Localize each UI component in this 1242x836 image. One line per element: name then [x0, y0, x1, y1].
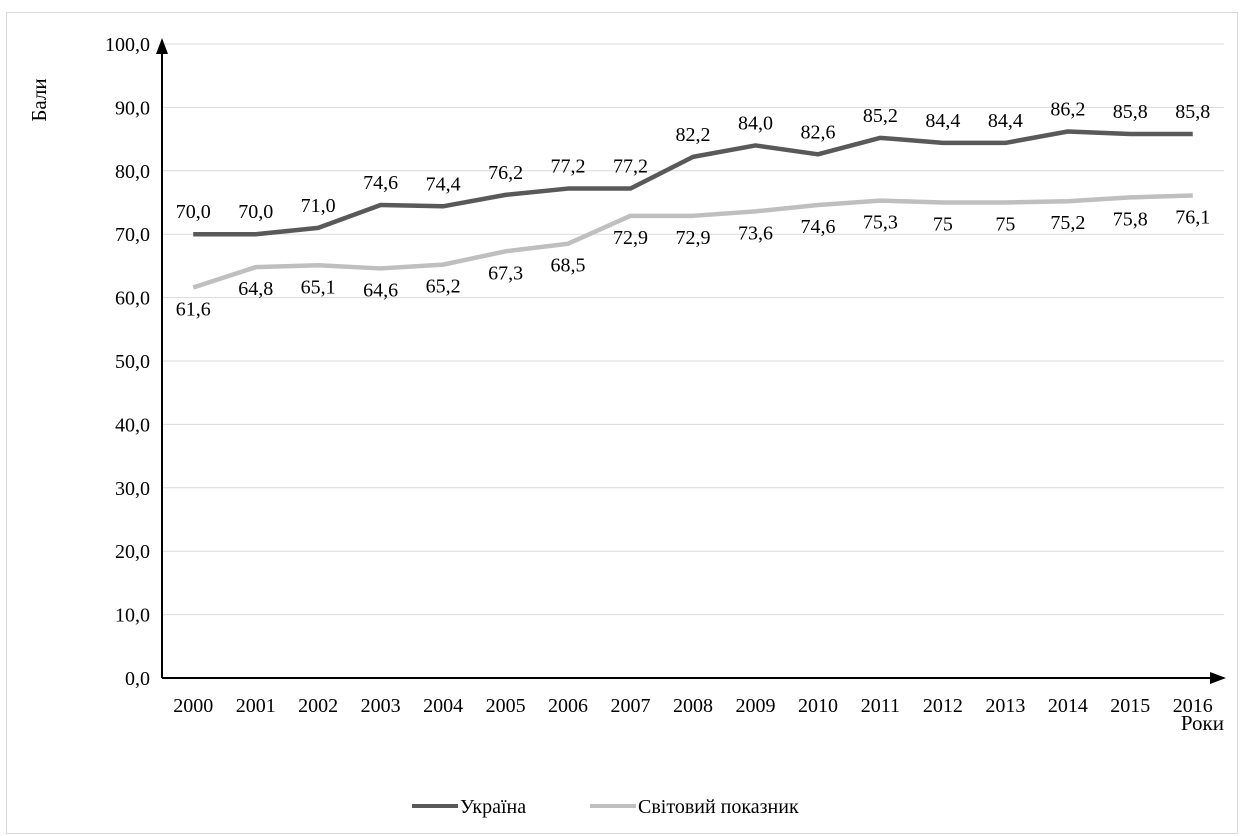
data-label: 73,6	[738, 222, 773, 244]
legend: Україна Світовий показник	[412, 796, 799, 818]
x-tick-label: 2007	[611, 695, 651, 717]
data-label: 75	[933, 214, 953, 236]
data-label: 76,1	[1175, 207, 1210, 229]
series-lines	[192, 129, 1193, 290]
data-label: 72,9	[676, 227, 711, 249]
y-tick-label: 60,0	[115, 288, 150, 310]
y-tick-labels: 0,0 10,0 20,0 30,0 40,0 50,0 60,0 70,0 80,0 90,0 1…	[105, 34, 150, 690]
gridlines	[162, 43, 1224, 616]
x-tick-label: 2014	[1048, 695, 1088, 717]
axes	[156, 38, 1226, 684]
data-label: 77,2	[613, 156, 648, 178]
x-tick-label: 2012	[923, 695, 963, 717]
data-label: 76,2	[488, 162, 523, 184]
data-label: 68,5	[551, 255, 586, 277]
x-tick-label: 2000	[173, 695, 213, 717]
x-tick-labels: 2000 2001 2002 2003 2004 2005 2006 2007 2008 2009…	[173, 695, 1213, 717]
data-label: 75,3	[863, 212, 898, 234]
x-tick-label: 2011	[861, 695, 900, 717]
data-label: 64,6	[363, 279, 398, 301]
x-tick-label: 2010	[798, 695, 838, 717]
x-tick-label: 2013	[985, 695, 1025, 717]
data-label: 72,9	[613, 227, 648, 249]
x-tick-label: 2006	[548, 695, 588, 717]
y-tick-label: 0,0	[125, 668, 150, 690]
x-tick-label: 2001	[236, 695, 276, 717]
data-label: 82,6	[800, 121, 835, 143]
y-tick-label: 90,0	[115, 97, 150, 119]
x-tick-label: 2002	[298, 695, 338, 717]
chart-frame	[6, 12, 1238, 834]
data-label: 74,6	[800, 216, 835, 238]
x-tick-label: 2003	[361, 695, 401, 717]
data-label: 86,2	[1050, 98, 1085, 120]
x-tick-label: 2015	[1110, 695, 1150, 717]
data-label: 75,8	[1113, 208, 1148, 230]
data-labels: 70,0 70,0 71,0 74,6 74,4 76,2 77,2 77,2 82,2 84,0…	[176, 98, 1211, 320]
x-axis-title: Роки	[1181, 711, 1224, 735]
data-label: 65,2	[426, 276, 461, 298]
data-label: 74,6	[363, 172, 398, 194]
data-label: 64,8	[238, 278, 273, 300]
x-tick-label: 2009	[735, 695, 775, 717]
x-tick-label: 2016	[1173, 695, 1213, 717]
y-tick-label: 100,0	[105, 34, 150, 56]
data-label: 85,8	[1175, 101, 1210, 123]
series-line-0	[193, 129, 1193, 237]
y-tick-label: 80,0	[115, 161, 150, 183]
legend-label-0: Україна	[460, 796, 526, 818]
data-label: 71,0	[301, 195, 336, 217]
data-label: 74,4	[426, 173, 461, 195]
data-label: 77,2	[551, 156, 586, 178]
y-tick-label: 70,0	[115, 224, 150, 246]
data-label: 84,4	[988, 110, 1023, 132]
y-tick-label: 30,0	[115, 478, 150, 500]
data-label: 61,6	[176, 298, 211, 320]
x-axis-arrow	[1210, 672, 1226, 684]
y-axis-arrow	[156, 38, 168, 54]
data-label: 67,3	[488, 262, 523, 284]
data-label: 84,0	[738, 112, 773, 134]
data-label: 75,2	[1050, 212, 1085, 234]
data-label: 82,2	[676, 124, 711, 146]
x-tick-label: 2005	[486, 695, 526, 717]
data-label: 65,1	[301, 276, 336, 298]
x-tick-label: 2008	[673, 695, 713, 717]
y-tick-label: 40,0	[115, 414, 150, 436]
data-label: 70,0	[176, 201, 211, 223]
y-tick-label: 10,0	[115, 605, 150, 627]
y-tick-label: 50,0	[115, 351, 150, 373]
data-label: 75	[995, 214, 1015, 236]
data-label: 85,8	[1113, 101, 1148, 123]
y-tick-label: 20,0	[115, 541, 150, 563]
data-label: 70,0	[238, 201, 273, 223]
legend-label-1: Світовий показник	[638, 796, 799, 818]
y-axis-title: Бали	[27, 78, 51, 121]
x-tick-label: 2004	[423, 695, 463, 717]
data-label: 84,4	[925, 110, 960, 132]
data-label: 85,2	[863, 105, 898, 127]
series-line-1	[192, 193, 1193, 290]
